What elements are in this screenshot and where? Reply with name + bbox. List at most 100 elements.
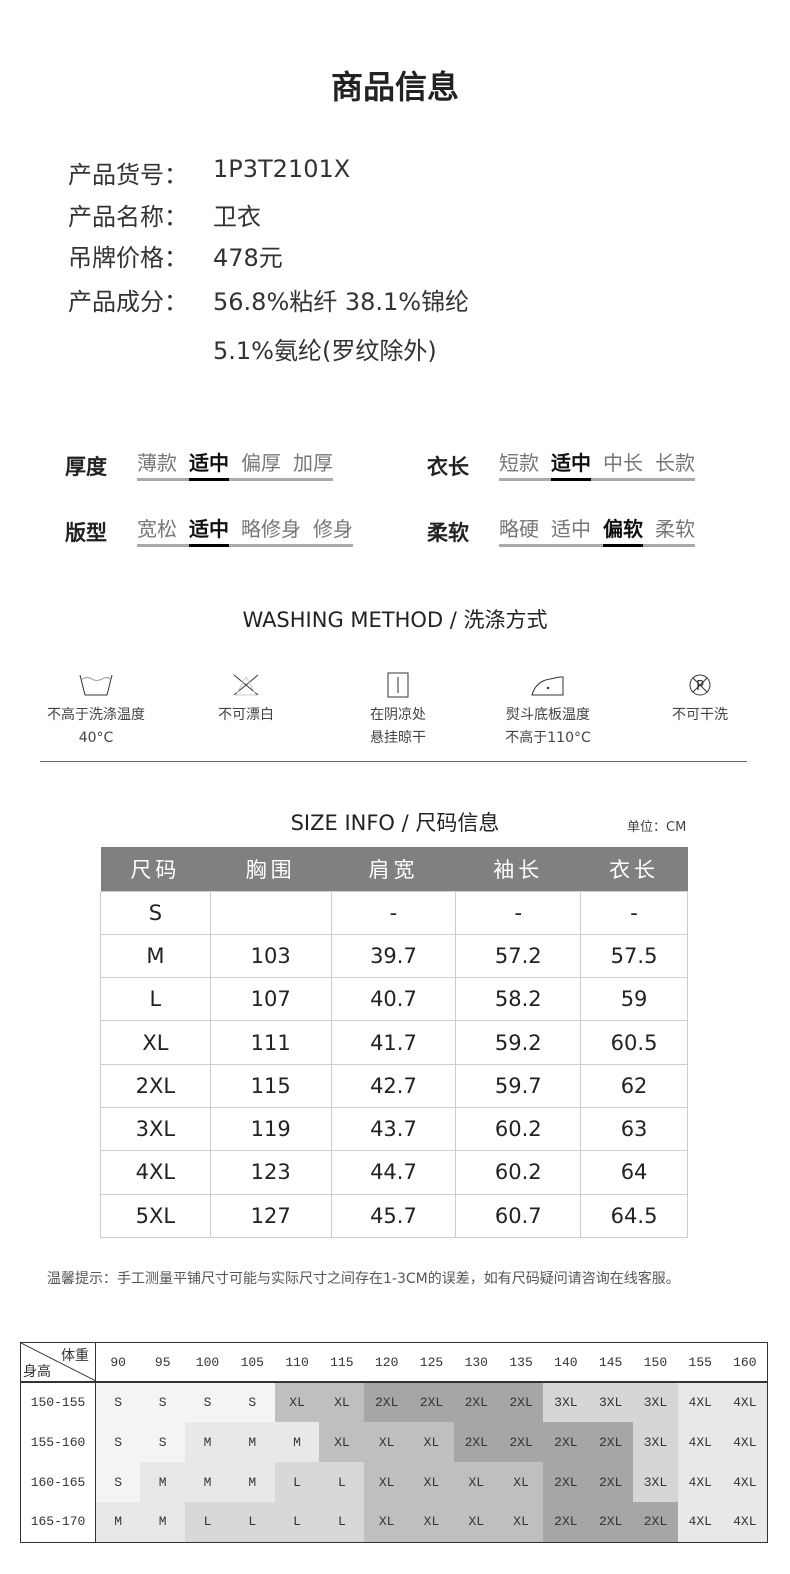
size-recommendation: L bbox=[185, 1502, 230, 1542]
size-cell: 115 bbox=[209, 1063, 332, 1108]
size-table: 尺码 胸围 肩宽 袖长 衣长 S - - - M 103 39.7 57.2 57.5 L 107 40.7 58… bbox=[100, 847, 688, 1238]
size-recommendation: M bbox=[95, 1502, 141, 1542]
table-row: L 107 40.7 58.2 59 bbox=[100, 977, 688, 1022]
wash-tub-icon bbox=[26, 672, 166, 698]
size-recommendation: S bbox=[140, 1382, 186, 1422]
weight-label: 体重 bbox=[61, 1348, 89, 1364]
size-recommendation: 4XL bbox=[722, 1462, 768, 1502]
size-recommendation: 2XL bbox=[588, 1422, 634, 1462]
washing-item: 在阴凉处 悬挂晾干 bbox=[328, 672, 468, 750]
size-cell: 127 bbox=[209, 1193, 332, 1238]
attribute-option: 略修身 bbox=[241, 517, 301, 541]
size-recommendation: M bbox=[229, 1462, 275, 1502]
size-recommendation: 2XL bbox=[633, 1502, 678, 1542]
table-row: 4XL 123 44.7 60.2 64 bbox=[100, 1150, 688, 1195]
size-cell: - bbox=[330, 890, 457, 935]
weight-header: 160 bbox=[722, 1342, 768, 1383]
size-cell: L bbox=[100, 977, 211, 1022]
size-recommendation: 2XL bbox=[498, 1422, 544, 1462]
info-value: 478元 bbox=[213, 244, 283, 272]
attribute-option: 偏厚 bbox=[241, 451, 281, 475]
attribute-1: 衣长 短款 适中 中长 长款 bbox=[427, 447, 695, 481]
size-recommendation: 2XL bbox=[543, 1502, 589, 1542]
size-cell: 5XL bbox=[100, 1193, 211, 1238]
size-recommendation: 2XL bbox=[453, 1382, 499, 1422]
size-title: SIZE INFO / 尺码信息 bbox=[290, 811, 500, 835]
size-recommendation: L bbox=[319, 1462, 365, 1502]
size-recommendation: S bbox=[185, 1382, 230, 1422]
attribute-option: 略硬 bbox=[499, 517, 539, 541]
info-row: 产品成分： 56.8%粘纤 38.1%锦纶 bbox=[68, 282, 469, 317]
attribute-option-selected: 适中 bbox=[551, 447, 591, 481]
attribute-option: 中长 bbox=[603, 451, 643, 475]
size-cell: S bbox=[100, 890, 211, 935]
weight-header: 140 bbox=[543, 1342, 589, 1383]
size-recommendation: XL bbox=[409, 1502, 454, 1542]
size-cell: 64 bbox=[580, 1150, 688, 1195]
size-recommendation: 2XL bbox=[453, 1422, 499, 1462]
size-header-1: 胸围 bbox=[210, 847, 332, 891]
table-row: 2XL 115 42.7 59.7 62 bbox=[100, 1063, 688, 1108]
size-recommendation: 2XL bbox=[543, 1422, 589, 1462]
size-cell: 60.2 bbox=[455, 1106, 582, 1152]
info-row: 产品名称： 卫衣 bbox=[68, 197, 261, 232]
size-recommendation: 2XL bbox=[543, 1462, 589, 1502]
table-row: 155-160 S S M M M XL XL XL 2XL 2XL 2XL 2XL 3XL 4XL 4XL bbox=[20, 1422, 768, 1462]
size-recommendation: XL bbox=[409, 1422, 454, 1462]
size-cell: 42.7 bbox=[330, 1063, 457, 1108]
size-recommendation: 3XL bbox=[633, 1462, 678, 1502]
attribute-option: 加厚 bbox=[293, 451, 333, 475]
size-header-3: 袖长 bbox=[455, 847, 581, 891]
size-recommendation: XL bbox=[364, 1502, 410, 1542]
attribute-option-selected: 偏软 bbox=[603, 513, 643, 547]
size-recommendation: L bbox=[229, 1502, 275, 1542]
attribute-2: 版型 宽松 适中 略修身 修身 bbox=[65, 513, 353, 547]
size-cell: 60.2 bbox=[455, 1150, 582, 1195]
attribute-label: 厚度 bbox=[65, 455, 107, 479]
size-recommendation: S bbox=[95, 1462, 141, 1502]
washing-item: 熨斗底板温度 不高于110°C bbox=[478, 672, 618, 750]
size-recommendation: XL bbox=[409, 1462, 454, 1502]
size-cell: - bbox=[580, 890, 688, 935]
size-recommendation: 4XL bbox=[722, 1502, 768, 1542]
size-header-4: 衣长 bbox=[580, 847, 688, 891]
attribute-option: 适中 bbox=[551, 517, 591, 541]
size-recommendation: 4XL bbox=[722, 1382, 768, 1422]
weight-header: 115 bbox=[319, 1342, 365, 1383]
table-row: 150-155 S S S S XL XL 2XL 2XL 2XL 2XL 3XL 3XL 3XL 4XL 4… bbox=[20, 1382, 768, 1422]
washing-title: WASHING METHOD / 洗涤方式 bbox=[242, 608, 548, 632]
size-cell: 57.2 bbox=[455, 933, 582, 979]
info-value: 1P3T2101X bbox=[213, 155, 351, 183]
size-recommendation: 2XL bbox=[364, 1382, 410, 1422]
size-recommendation: L bbox=[274, 1502, 320, 1542]
table-row: 165-170 M M L L L L XL XL XL XL 2XL 2XL 2XL 4XL 4XL bbox=[20, 1502, 768, 1542]
size-recommendation: M bbox=[185, 1422, 230, 1462]
measurement-note: 温馨提示：手工测量平铺尺寸可能与实际尺寸之间存在1-3CM的误差，如有尺码疑问请… bbox=[47, 1271, 680, 1287]
weight-header: 135 bbox=[498, 1342, 544, 1383]
size-recommendation: XL bbox=[364, 1462, 410, 1502]
height-range: 155-160 bbox=[20, 1422, 96, 1462]
attribute-0: 厚度 薄款 适中 偏厚 加厚 bbox=[65, 447, 333, 481]
info-row: 吊牌价格： 478元 bbox=[68, 238, 283, 273]
size-recommendation: M bbox=[140, 1462, 186, 1502]
attribute-option: 柔软 bbox=[655, 517, 695, 541]
iron-icon bbox=[478, 672, 618, 698]
info-label bbox=[68, 331, 213, 366]
size-cell: 40.7 bbox=[330, 977, 457, 1022]
weight-header: 155 bbox=[677, 1342, 723, 1383]
washing-item: P 不可干洗 bbox=[630, 672, 770, 727]
size-cell: 59 bbox=[580, 977, 688, 1022]
weight-header: 110 bbox=[274, 1342, 320, 1383]
size-recommendation: 4XL bbox=[677, 1462, 723, 1502]
info-label: 产品名称： bbox=[68, 203, 188, 231]
height-range: 150-155 bbox=[20, 1382, 96, 1422]
size-recommendation: M bbox=[229, 1422, 275, 1462]
size-cell: 3XL bbox=[100, 1106, 211, 1152]
washing-text: 40°C bbox=[78, 730, 114, 746]
attribute-option: 宽松 bbox=[137, 517, 177, 541]
size-cell: 41.7 bbox=[330, 1020, 457, 1065]
info-value: 5.1%氨纶(罗纹除外) bbox=[213, 337, 437, 365]
size-cell: 57.5 bbox=[580, 933, 688, 979]
table-row: S--- bbox=[100, 890, 688, 935]
washing-item: 不可漂白 bbox=[176, 672, 316, 727]
